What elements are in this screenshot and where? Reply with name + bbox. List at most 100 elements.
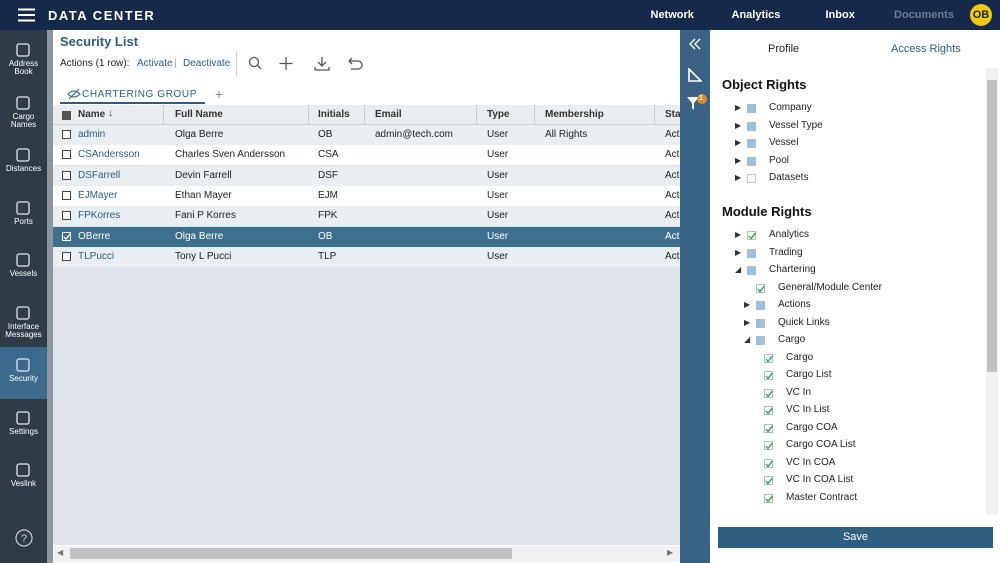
row-checkbox[interactable] [62,130,71,139]
table-row[interactable]: FPKorres Fani P Korres FPK User Active [53,206,680,227]
column-separator [654,105,655,125]
nav-item[interactable]: Network [650,9,694,21]
tree-expander[interactable]: ◢ [735,265,742,274]
menu-icon[interactable] [18,8,35,22]
column-header[interactable]: Email [375,109,402,120]
tree-label: Datasets [769,172,809,183]
tree-checkbox[interactable] [764,388,773,398]
column-header[interactable]: Full Name [175,109,223,120]
tree-expander[interactable]: ▶ [735,247,742,257]
tree-expander[interactable]: ▶ [744,300,751,309]
tree-checkbox[interactable] [764,406,773,415]
tree-checkbox[interactable] [747,139,756,148]
tree-checkbox[interactable] [764,423,773,433]
section-title: Object Rights [722,77,807,92]
table-row[interactable]: CSAndersson Charles Sven Andersson CSA User… [53,145,680,166]
nav-item[interactable]: Documents [894,9,954,21]
header-checkbox[interactable] [62,111,71,120]
tree-expander[interactable]: ▶ [744,317,751,327]
cell: User [487,210,509,222]
cell: Active [665,189,680,201]
activate-link[interactable]: Activate [137,58,173,69]
tree-checkbox[interactable] [747,104,756,113]
scroll-right[interactable]: ▶ [667,548,674,557]
avatar[interactable]: OB [970,4,992,26]
tree-checkbox[interactable] [747,121,756,131]
sidebar-item[interactable]: Distances [0,137,47,189]
nav-item[interactable]: Analytics [731,9,781,21]
v-scrollbar[interactable] [986,68,998,515]
tree-label: Trading [769,246,803,258]
access-rights-tab[interactable]: Access Rights [891,43,961,55]
tree-checkbox[interactable] [764,353,773,363]
table-row[interactable]: DSFarrell Devin Farrell DSF User Active [53,165,680,186]
h-scrollbar[interactable]: ◀ ▶ [53,546,680,562]
tree-checkbox[interactable] [764,493,773,503]
row-checkbox[interactable] [62,170,71,180]
row-checkbox[interactable] [62,231,71,241]
tree-expander[interactable]: ▶ [735,155,742,165]
column-header[interactable]: Type [487,109,510,120]
profile-tab[interactable]: Profile [768,43,800,55]
row-checkbox[interactable] [62,251,71,261]
sidebar-item[interactable]: Cargo Names [0,85,47,137]
table-row[interactable]: TLPucci Tony L Pucci TLP User Active [53,246,680,267]
save-button[interactable]: Save [718,527,993,548]
sidebar-icon [16,148,30,162]
table-row[interactable]: OBerre Olga Berre OB User Active [53,226,680,247]
row-checkbox[interactable] [62,150,71,160]
scroll-left[interactable]: ◀ [57,548,64,557]
tree-checkbox[interactable] [764,441,773,450]
tree-expander[interactable]: ▶ [735,138,742,147]
tree-checkbox[interactable] [764,371,773,380]
column-header[interactable]: Status [665,109,680,120]
group-tab[interactable]: CHARTERING GROUP [82,89,197,100]
tree-checkbox[interactable] [756,318,765,328]
help-icon[interactable]: ? [15,529,33,547]
tree-checkbox[interactable] [756,336,765,345]
tree-expander[interactable]: ▶ [735,120,742,130]
table-row[interactable]: admin Olga Berre OB admin@tech.com User All R… [53,125,680,145]
tree-expander[interactable]: ▶ [735,230,742,239]
sidebar-item[interactable]: Address Book [0,32,47,84]
tree-checkbox[interactable] [764,476,773,485]
nav-item[interactable]: Inbox [825,9,855,21]
collapse-icon[interactable] [688,38,702,50]
cell: Olga Berre [175,230,224,242]
column-separator [163,105,164,125]
ruler-icon[interactable] [688,68,702,82]
sidebar-item[interactable]: Veslink [0,452,47,504]
scroll-thumb[interactable] [987,80,997,372]
deactivate-link[interactable]: Deactivate [183,58,231,69]
toolbar-icons[interactable] [248,56,368,72]
row-checkbox[interactable] [62,211,71,221]
sidebar-icon [16,463,30,477]
tree-label: Company [769,102,812,113]
add-tab[interactable]: + [215,86,224,102]
row-checkbox[interactable] [62,190,71,200]
tree-checkbox[interactable] [747,156,756,166]
column-header[interactable]: Initials [318,109,350,120]
cell: OB [318,230,333,242]
column-header[interactable]: Membership [545,109,604,120]
sidebar-item[interactable]: Interface Messages [0,295,47,347]
filter-icon[interactable] [686,94,708,112]
tree-expander[interactable]: ◢ [744,335,751,344]
sidebar-item[interactable]: Ports [0,190,47,242]
column-header[interactable]: Name [78,109,106,120]
table-row[interactable]: EJMayer Ethan Mayer EJM User Active [53,185,680,206]
tree-checkbox[interactable] [747,231,756,240]
scroll-thumb[interactable] [70,548,512,559]
tree-expander[interactable]: ▶ [735,103,742,112]
sidebar-item[interactable]: Vessels [0,242,47,294]
tree-checkbox[interactable] [747,174,756,183]
tree-expander[interactable]: ▶ [735,173,742,182]
tree-checkbox[interactable] [747,248,756,258]
tree-checkbox[interactable] [756,283,765,293]
tree-checkbox[interactable] [747,266,756,275]
tree-label: Chartering [769,264,816,275]
sidebar-item[interactable]: Security [0,347,47,399]
tree-checkbox[interactable] [756,301,765,310]
tree-checkbox[interactable] [764,458,773,468]
sidebar-item[interactable]: Settings [0,400,47,452]
